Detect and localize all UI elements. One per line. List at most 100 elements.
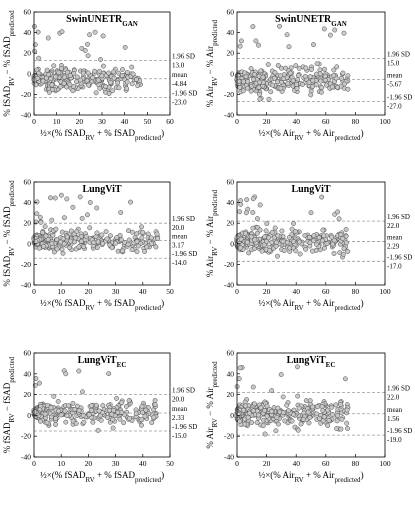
data-point (269, 239, 275, 245)
y-tick-label: -20 (21, 260, 31, 269)
data-point (283, 65, 289, 71)
plot-frame (236, 181, 386, 286)
data-point (266, 96, 272, 102)
y-tick-label: 0 (230, 69, 234, 78)
data-point (55, 398, 61, 404)
data-point (54, 246, 60, 252)
data-point (56, 408, 62, 414)
data-point (322, 73, 328, 79)
data-point (82, 47, 88, 53)
data-point (129, 64, 135, 70)
upper-line-value: 22.0 (387, 394, 400, 402)
data-point (111, 69, 117, 75)
data-point (114, 395, 120, 401)
x-tick-label: 20 (263, 117, 271, 126)
x-tick-label: 50 (166, 459, 174, 468)
data-point (111, 75, 117, 81)
x-tick-label: 0 (32, 459, 36, 468)
data-point (64, 84, 70, 90)
data-point (153, 244, 159, 250)
mean-line-value: -4.84 (172, 80, 187, 88)
data-point (295, 364, 300, 370)
data-point (249, 420, 255, 425)
mean-line-name: mean (387, 72, 403, 80)
data-point (320, 227, 326, 233)
data-point (100, 241, 106, 247)
data-point (315, 404, 321, 410)
x-tick-label: 80 (352, 117, 360, 126)
lower-line-value: -19.0 (387, 436, 402, 444)
data-point (264, 403, 270, 409)
data-point (287, 245, 293, 251)
data-point (252, 237, 258, 243)
data-point (44, 420, 50, 426)
data-point (64, 196, 70, 202)
data-point (34, 211, 40, 217)
data-point (253, 38, 259, 44)
x-tick-label: 60 (322, 459, 330, 468)
data-point (254, 230, 260, 236)
data-point (32, 409, 38, 415)
x-axis-label: ½×(% AirRV + % Airpredicted) (258, 298, 363, 312)
data-point (237, 418, 243, 424)
data-point (119, 400, 125, 406)
data-point (99, 73, 105, 79)
data-point (336, 216, 342, 222)
lower-line-value: -17.0 (387, 262, 402, 270)
data-point (100, 403, 106, 408)
data-point (106, 371, 112, 377)
data-point (86, 412, 92, 418)
data-point (154, 231, 160, 237)
x-tick-label: 30 (112, 287, 120, 296)
y-tick-label: 40 (24, 369, 32, 378)
data-point (103, 229, 109, 235)
x-tick-label: 0 (235, 287, 239, 296)
data-point (275, 421, 281, 427)
data-point (311, 238, 317, 244)
data-point (325, 407, 331, 413)
y-tick-label: 20 (227, 390, 235, 399)
y-tick-label: 0 (27, 411, 31, 420)
data-point (236, 376, 242, 382)
data-point (236, 78, 242, 84)
data-point (44, 67, 50, 73)
data-point (333, 402, 339, 408)
data-point (306, 420, 312, 426)
data-point (250, 196, 256, 202)
scatter-points (234, 194, 351, 260)
data-point (135, 243, 141, 249)
data-point (110, 425, 116, 431)
data-point (36, 245, 42, 251)
data-point (264, 221, 270, 227)
x-tick-label: 60 (166, 117, 174, 126)
y-tick-label: -20 (224, 432, 234, 441)
y-tick-label: 0 (230, 411, 234, 420)
data-point (93, 402, 99, 408)
data-point (238, 201, 244, 207)
data-point (87, 200, 93, 205)
data-point (237, 209, 243, 215)
x-axis-label: ½×(% fSADRV + % fSADpredicted) (40, 128, 164, 142)
data-point (76, 407, 82, 413)
y-tick-label: 60 (227, 8, 235, 17)
data-point (125, 242, 131, 247)
x-tick-label: 60 (322, 117, 330, 126)
data-point (313, 82, 319, 88)
plot-frame (236, 352, 386, 458)
data-point (94, 205, 100, 211)
data-point (242, 403, 248, 409)
data-point (250, 24, 256, 30)
data-point (85, 70, 91, 76)
data-point (330, 241, 336, 247)
x-tick-label: 40 (292, 459, 300, 468)
panel-title: SwinUNETRGAN (66, 14, 138, 28)
data-point (36, 55, 42, 61)
data-point (245, 79, 251, 85)
data-point (140, 410, 145, 415)
data-point (71, 70, 77, 76)
y-tick-label: 0 (230, 239, 234, 248)
data-point (109, 411, 115, 417)
data-point (140, 229, 146, 235)
data-point (54, 237, 60, 243)
